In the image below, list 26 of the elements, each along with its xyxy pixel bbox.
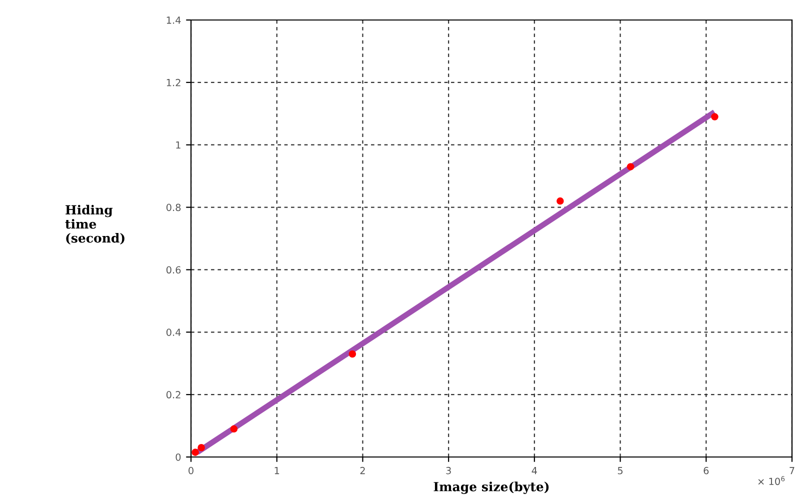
point [348,350,356,358]
point [192,448,199,456]
y-tick-label: 0.2 [166,391,180,398]
x-tick-label: 0 [188,466,194,474]
text: × 10$^{6}$ [758,476,785,486]
point [556,197,564,205]
y-tick-label: 1.4 [166,16,181,24]
point [230,425,238,433]
x-axis-title: Image size(byte) [434,482,549,494]
x-tick-label: 3 [446,466,451,474]
point [626,163,634,170]
y-tick-label: 0.4 [166,328,181,336]
point [198,444,205,452]
y-tick-label: 0.6 [166,266,181,274]
y-axis-title: Hiding time (second) [65,204,124,244]
y-tick-label: 1.2 [166,78,180,86]
x-tick-label: 7 [790,467,794,474]
x-tick-label: 4 [532,467,537,474]
y-tick-label: 0 [176,453,181,461]
y-tick-label: 1 [176,141,180,149]
point [711,113,718,120]
x-tick-label: 1 [274,467,280,474]
x-tick-label: 5 [618,467,623,474]
x-tick-label: 6 [704,466,709,474]
x-tick-label: 2 [360,466,365,474]
y-tick-label: 0.8 [166,204,181,212]
